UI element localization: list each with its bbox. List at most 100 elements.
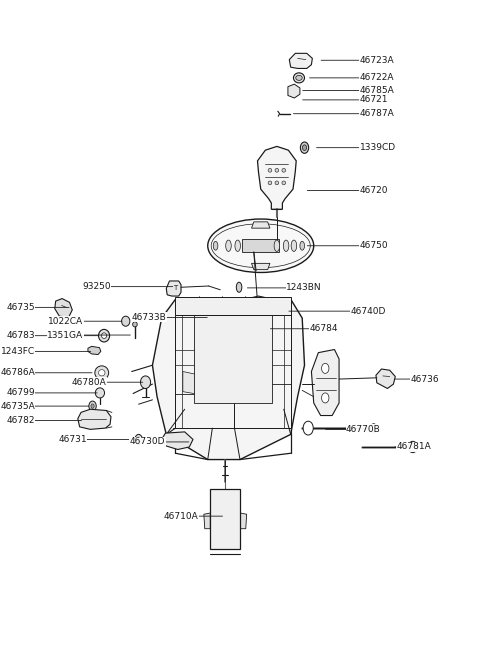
Text: 46722A: 46722A (360, 73, 394, 83)
Text: 46740D: 46740D (350, 307, 386, 316)
Polygon shape (204, 513, 210, 529)
Ellipse shape (132, 322, 137, 327)
Polygon shape (252, 222, 270, 228)
Text: 46720: 46720 (360, 186, 388, 195)
Text: 46736: 46736 (410, 375, 439, 384)
Polygon shape (240, 513, 247, 529)
Text: 1339CD: 1339CD (360, 143, 396, 152)
Ellipse shape (282, 181, 286, 185)
Text: 46787A: 46787A (360, 109, 395, 118)
Ellipse shape (98, 329, 109, 342)
Ellipse shape (98, 369, 105, 376)
Ellipse shape (226, 240, 231, 252)
Ellipse shape (231, 351, 238, 360)
Polygon shape (183, 371, 212, 397)
Text: 46786A: 46786A (0, 368, 35, 377)
Polygon shape (252, 263, 270, 270)
Ellipse shape (221, 515, 229, 525)
Ellipse shape (296, 75, 302, 81)
Ellipse shape (137, 438, 140, 441)
Ellipse shape (256, 325, 263, 333)
Ellipse shape (300, 241, 304, 250)
Ellipse shape (252, 302, 260, 312)
Text: 46750: 46750 (360, 241, 388, 250)
Polygon shape (88, 346, 101, 354)
Text: 46733B: 46733B (132, 313, 166, 322)
Ellipse shape (95, 366, 108, 380)
Bar (176, 297, 291, 315)
Polygon shape (55, 299, 72, 318)
Text: 46735: 46735 (6, 303, 35, 312)
Bar (194, 315, 272, 403)
Text: 46783: 46783 (6, 331, 35, 340)
Ellipse shape (91, 404, 94, 408)
Ellipse shape (96, 388, 105, 398)
Ellipse shape (268, 168, 272, 172)
Ellipse shape (282, 168, 286, 172)
Ellipse shape (204, 376, 212, 386)
Polygon shape (153, 299, 304, 460)
Text: 1022CA: 1022CA (48, 317, 84, 326)
Text: 1243FC: 1243FC (1, 347, 35, 356)
Text: 93250: 93250 (83, 282, 111, 291)
Text: 46710A: 46710A (164, 512, 199, 521)
Ellipse shape (275, 168, 279, 172)
Ellipse shape (303, 421, 313, 435)
Ellipse shape (291, 240, 297, 252)
Text: 46799: 46799 (6, 388, 35, 398)
Ellipse shape (141, 376, 151, 388)
Text: 46735A: 46735A (0, 402, 35, 411)
Polygon shape (206, 309, 226, 326)
Ellipse shape (300, 142, 309, 153)
Ellipse shape (302, 145, 307, 151)
Text: 46781A: 46781A (396, 443, 432, 451)
Text: 1351GA: 1351GA (47, 331, 84, 339)
Ellipse shape (258, 327, 261, 331)
Polygon shape (78, 409, 111, 430)
Ellipse shape (228, 498, 236, 509)
Ellipse shape (135, 434, 142, 445)
Ellipse shape (89, 401, 96, 411)
Ellipse shape (235, 240, 240, 252)
Ellipse shape (254, 376, 263, 386)
Polygon shape (243, 296, 278, 320)
Ellipse shape (322, 364, 329, 373)
Text: 46770B: 46770B (346, 425, 381, 434)
Ellipse shape (265, 303, 273, 312)
Text: 46784: 46784 (309, 324, 337, 333)
Ellipse shape (278, 303, 285, 311)
Ellipse shape (268, 181, 272, 185)
Ellipse shape (208, 219, 314, 272)
Polygon shape (312, 350, 339, 415)
Bar (210, 489, 240, 549)
Text: 46785A: 46785A (360, 86, 395, 95)
Ellipse shape (293, 73, 304, 83)
Ellipse shape (215, 498, 222, 509)
Polygon shape (257, 147, 296, 210)
Ellipse shape (275, 181, 279, 185)
Text: 46730D: 46730D (130, 438, 165, 447)
Bar (242, 240, 279, 252)
Text: 1243BN: 1243BN (286, 284, 322, 292)
Ellipse shape (408, 441, 418, 453)
Ellipse shape (371, 424, 377, 432)
Ellipse shape (186, 303, 192, 311)
Ellipse shape (102, 333, 107, 339)
Text: 46782: 46782 (6, 416, 35, 425)
Ellipse shape (121, 316, 130, 326)
Text: T: T (173, 285, 178, 291)
Ellipse shape (283, 240, 289, 252)
Polygon shape (288, 84, 300, 98)
Polygon shape (166, 281, 181, 296)
Polygon shape (376, 369, 396, 388)
Text: 46780A: 46780A (72, 378, 107, 386)
Text: 46731: 46731 (59, 435, 87, 444)
Ellipse shape (322, 393, 329, 403)
Ellipse shape (274, 240, 280, 252)
Polygon shape (289, 53, 312, 68)
Ellipse shape (236, 282, 242, 292)
Ellipse shape (213, 241, 218, 250)
Text: 46721: 46721 (360, 96, 388, 104)
Text: 46723A: 46723A (360, 56, 395, 65)
Polygon shape (162, 432, 193, 449)
